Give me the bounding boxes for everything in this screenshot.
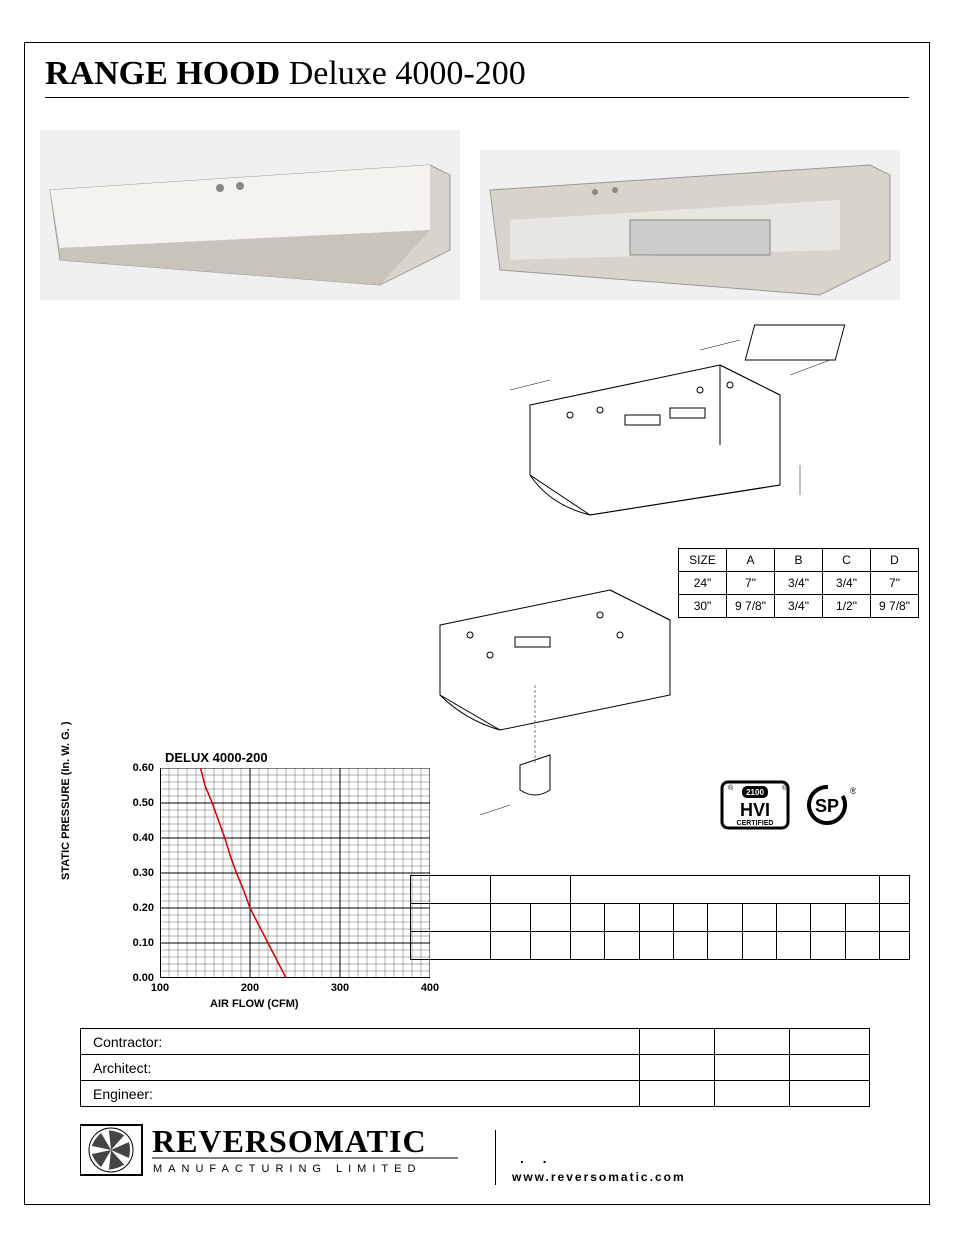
chart-ytick: 0.50 — [122, 797, 154, 809]
cell: 30" — [679, 595, 727, 618]
svg-text:REVERSOMATIC: REVERSOMATIC — [152, 1123, 427, 1159]
cell: 7" — [871, 572, 919, 595]
hvi-badge-icon: 2100 HVI CERTIFIED ® ® — [720, 780, 790, 830]
chart-ytick: 0.20 — [122, 902, 154, 914]
chart-ylabel: STATIC PRESSURE (In. W. G. ) — [60, 722, 72, 881]
certification-badges: 2100 HVI CERTIFIED ® ® SP ® — [720, 780, 868, 835]
table-row: 30" 9 7/8" 3/4" 1/2" 9 7/8" — [679, 595, 919, 618]
chart-title: DELUX 4000-200 — [165, 750, 268, 765]
svg-text:®: ® — [782, 784, 788, 792]
cell: 9 7/8" — [727, 595, 775, 618]
performance-chart: DELUX 4000-200 STATIC PRESSURE (In. W. G… — [60, 750, 410, 1010]
chart-ytick: 0.30 — [122, 867, 154, 879]
svg-text:®: ® — [728, 784, 734, 792]
table-row — [411, 904, 910, 932]
svg-text:CERTIFIED: CERTIFIED — [737, 820, 774, 827]
diagram-dimensions-top — [460, 305, 880, 525]
table-row: 24" 7" 3/4" 3/4" 7" — [679, 572, 919, 595]
table-row: Architect: — [81, 1055, 870, 1081]
footer-url: www.reversomatic.com — [512, 1170, 686, 1184]
cell: 7" — [727, 572, 775, 595]
title-category: RANGE HOOD — [45, 55, 280, 92]
cell: 9 7/8" — [871, 595, 919, 618]
chart-xtick: 200 — [235, 982, 265, 994]
signoff-table: Contractor: Architect: Engineer: — [80, 1028, 870, 1107]
table-row: Contractor: — [81, 1029, 870, 1055]
col-header: SIZE — [679, 549, 727, 572]
product-photo-front — [40, 130, 460, 300]
cell: 24" — [679, 572, 727, 595]
table-row — [411, 932, 910, 960]
col-header: D — [871, 549, 919, 572]
svg-text:HVI: HVI — [740, 800, 770, 820]
chart-xlabel: AIR FLOW (CFM) — [210, 998, 299, 1010]
chart-xtick: 100 — [145, 982, 175, 994]
svg-text:2100: 2100 — [746, 788, 764, 797]
footer-contact: . . — [512, 1150, 555, 1166]
cell: 3/4" — [775, 595, 823, 618]
spec-table — [410, 875, 910, 960]
cell: Contractor: — [81, 1029, 640, 1055]
chart-xtick: 300 — [325, 982, 355, 994]
chart-ytick: 0.10 — [122, 937, 154, 949]
cell: Engineer: — [81, 1081, 640, 1107]
chart-xtick: 400 — [415, 982, 445, 994]
col-header: B — [775, 549, 823, 572]
cell: 1/2" — [823, 595, 871, 618]
col-header: A — [727, 549, 775, 572]
cell: 3/4" — [775, 572, 823, 595]
table-row — [411, 876, 910, 904]
col-header: C — [823, 549, 871, 572]
chart-ytick: 0.60 — [122, 762, 154, 774]
chart-ytick: 0.40 — [122, 832, 154, 844]
page-title: RANGE HOOD Deluxe 4000-200 — [45, 55, 526, 93]
chart-plot — [160, 768, 430, 978]
svg-text:MANUFACTURING LIMITED: MANUFACTURING LIMITED — [153, 1163, 421, 1175]
table-row: SIZE A B C D — [679, 549, 919, 572]
diagram-exploded — [420, 565, 720, 815]
cell: Architect: — [81, 1055, 640, 1081]
table-row: Engineer: — [81, 1081, 870, 1107]
product-photo-underside — [480, 150, 900, 300]
company-logo: REVERSOMATIC MANUFACTURING LIMITED — [80, 1120, 460, 1180]
cell: 3/4" — [823, 572, 871, 595]
title-rule — [45, 97, 909, 98]
svg-text:SP: SP — [815, 796, 839, 816]
svg-text:®: ® — [850, 786, 856, 796]
title-model: Deluxe 4000-200 — [289, 55, 526, 92]
footer-separator — [495, 1130, 496, 1185]
csa-badge-icon: SP ® — [806, 780, 856, 830]
size-table: SIZE A B C D 24" 7" 3/4" 3/4" 7" 30" 9 7… — [678, 548, 919, 618]
